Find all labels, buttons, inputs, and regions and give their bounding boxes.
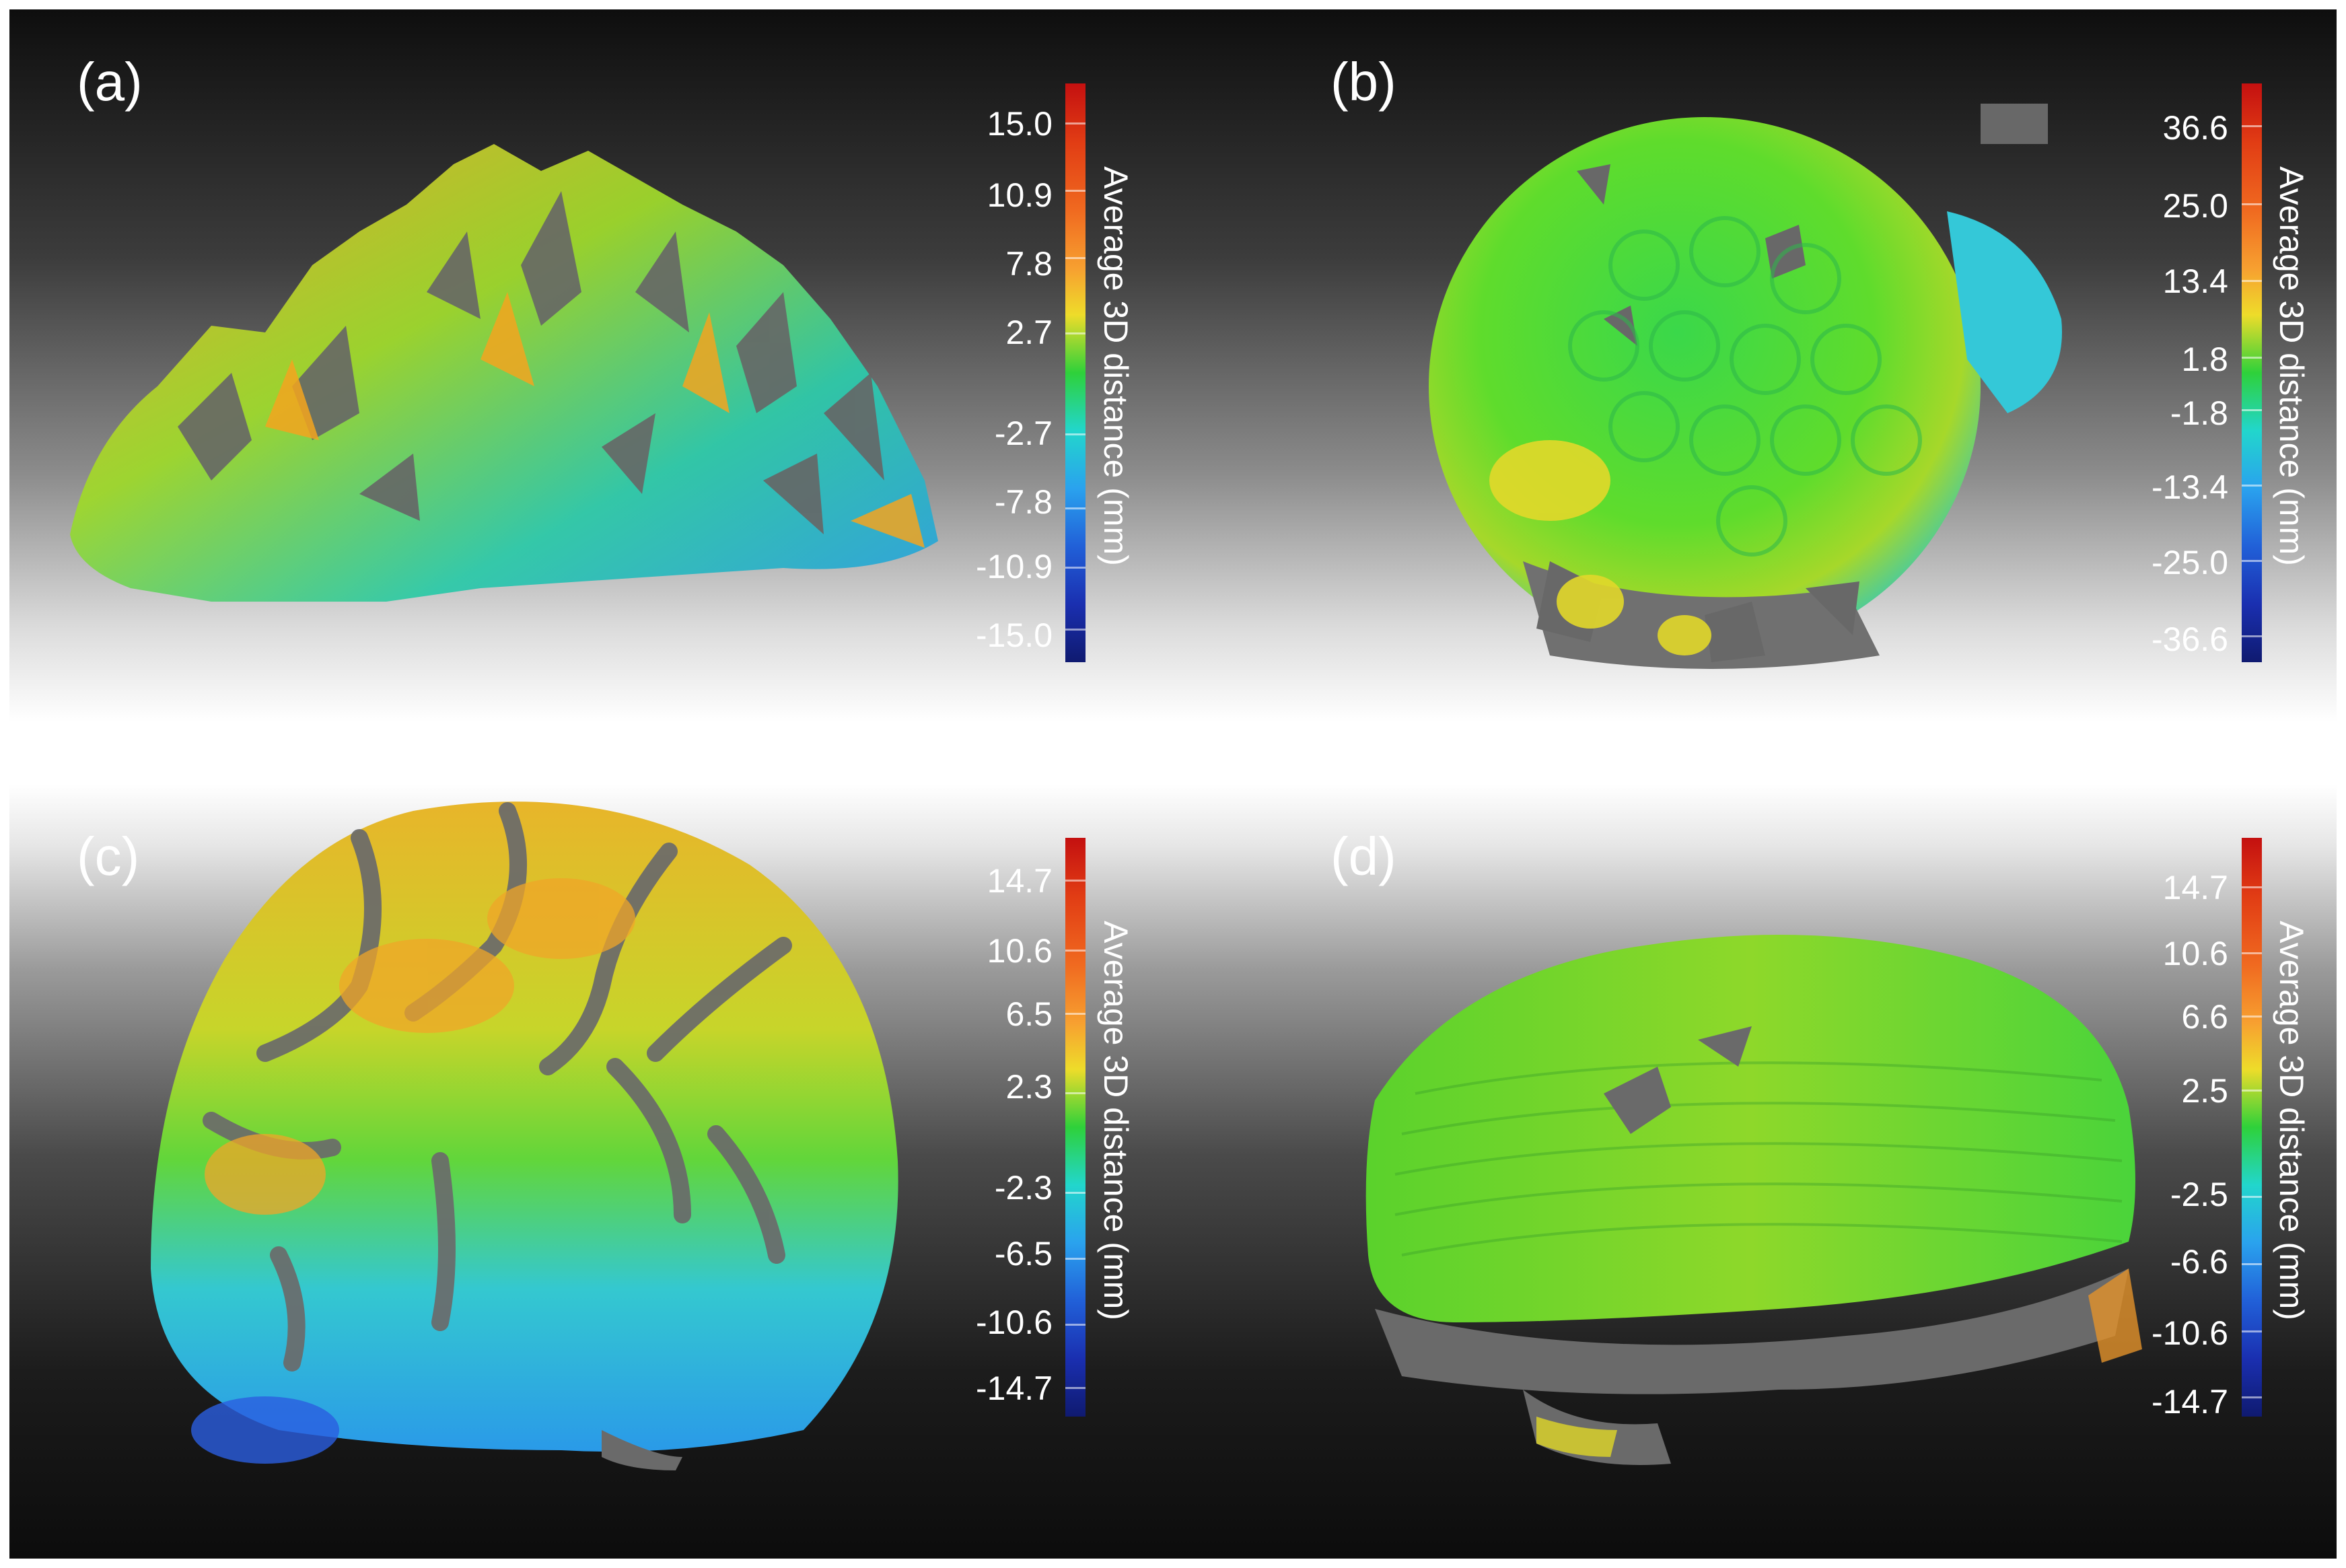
scale-tick bbox=[2242, 886, 2262, 888]
panel-label: (d) bbox=[1330, 826, 1396, 886]
scale-title: Average 3D distance (mm) bbox=[1097, 166, 1135, 566]
scale-tick-label: 14.7 bbox=[987, 862, 1053, 900]
scale-tick-label: 36.6 bbox=[2162, 109, 2228, 147]
scale-tick-label: 13.4 bbox=[2162, 262, 2228, 300]
scale-tick bbox=[2242, 125, 2262, 127]
scale-tick bbox=[1065, 1324, 1086, 1326]
scale-tick bbox=[2242, 635, 2262, 637]
scale-tick-label: -2.7 bbox=[994, 415, 1053, 452]
scale-tick-label: -36.6 bbox=[2152, 620, 2228, 658]
figure-frame: (a) 15.0 10.9 7.8 2.7 -2.7 -7.8 -10.9 -1… bbox=[9, 9, 2337, 1559]
coral-model-a bbox=[70, 144, 938, 602]
panel-c: (c) 14.7 10.6 6.5 2.3 -2.3 -6.5 -10.6 -1… bbox=[9, 784, 1173, 1559]
scale-tick-label: -10.9 bbox=[976, 548, 1053, 585]
scale-tick bbox=[1065, 507, 1086, 509]
scale-tick-label: -14.7 bbox=[2152, 1383, 2228, 1421]
panel-label: (c) bbox=[77, 826, 140, 886]
scale-tick bbox=[1065, 1387, 1086, 1389]
scale-tick-label: 10.6 bbox=[987, 932, 1053, 970]
scale-tick bbox=[2242, 952, 2262, 954]
scale-tick-label: 6.6 bbox=[2181, 998, 2228, 1036]
scale-tick-label: -13.4 bbox=[2152, 468, 2228, 506]
scale-tick bbox=[1065, 433, 1086, 435]
scale-tick bbox=[2242, 357, 2262, 359]
color-scale-bar bbox=[2242, 838, 2262, 1417]
scale-tick-label: -6.5 bbox=[994, 1235, 1053, 1273]
coral-model-b bbox=[1429, 104, 2062, 669]
scale-tick-label: -2.3 bbox=[994, 1169, 1053, 1207]
scale-tick-label: -10.6 bbox=[2152, 1314, 2228, 1352]
color-scale: 15.0 10.9 7.8 2.7 -2.7 -7.8 -10.9 -15.0 … bbox=[952, 83, 1153, 662]
scale-tick-label: 1.8 bbox=[2181, 341, 2228, 378]
scale-tick-label: -10.6 bbox=[976, 1304, 1053, 1341]
scale-title: Average 3D distance (mm) bbox=[1097, 921, 1135, 1320]
scale-tick-label: 10.9 bbox=[987, 176, 1053, 214]
scale-tick bbox=[1065, 122, 1086, 124]
panel-d: (d) 14.7 10.6 6.6 2.5 -2.5 -6.6 -10.6 -1… bbox=[1173, 784, 2337, 1559]
panel-b: (b) 36.6 25.0 13.4 1.8 -1.8 -13.4 -25.0 … bbox=[1173, 9, 2337, 784]
scale-tick-label: -1.8 bbox=[2170, 394, 2228, 432]
scale-tick bbox=[1065, 190, 1086, 192]
scale-tick bbox=[1065, 1192, 1086, 1194]
scale-tick bbox=[2242, 485, 2262, 487]
scale-tick bbox=[2242, 1196, 2262, 1198]
coral-model-d bbox=[1365, 935, 2142, 1465]
scale-tick bbox=[2242, 1396, 2262, 1398]
scale-title: Average 3D distance (mm) bbox=[2273, 166, 2310, 566]
scale-tick bbox=[1065, 1092, 1086, 1094]
panel-label: (a) bbox=[77, 52, 143, 112]
color-scale-bar bbox=[1065, 83, 1086, 662]
color-scale: 14.7 10.6 6.5 2.3 -2.3 -6.5 -10.6 -14.7 … bbox=[952, 838, 1153, 1417]
scale-tick-label: -6.6 bbox=[2170, 1243, 2228, 1281]
scale-tick bbox=[1065, 332, 1086, 334]
scale-tick bbox=[2242, 1015, 2262, 1018]
scale-tick bbox=[1065, 950, 1086, 952]
scale-tick bbox=[1065, 880, 1086, 882]
scale-tick bbox=[2242, 203, 2262, 205]
color-scale: 14.7 10.6 6.6 2.5 -2.5 -6.6 -10.6 -14.7 … bbox=[2152, 838, 2337, 1419]
scale-tick-label: 25.0 bbox=[2162, 187, 2228, 225]
color-scale-bar bbox=[2242, 83, 2262, 662]
coral-model-c bbox=[151, 801, 898, 1470]
scale-title: Average 3D distance (mm) bbox=[2273, 921, 2310, 1320]
scale-tick-label: 7.8 bbox=[1005, 245, 1053, 283]
panel-label: (b) bbox=[1330, 52, 1396, 112]
scale-tick-label: -14.7 bbox=[976, 1369, 1053, 1407]
scale-tick bbox=[2242, 1330, 2262, 1332]
scale-tick bbox=[2242, 560, 2262, 562]
scale-tick-label: 2.3 bbox=[1005, 1068, 1053, 1106]
scale-tick bbox=[1065, 1013, 1086, 1015]
panel-a: (a) 15.0 10.9 7.8 2.7 -2.7 -7.8 -10.9 -1… bbox=[9, 9, 1173, 784]
scale-tick bbox=[2242, 1263, 2262, 1265]
scale-tick-label: 10.6 bbox=[2162, 935, 2228, 972]
scale-tick bbox=[2242, 280, 2262, 282]
scale-tick bbox=[1065, 1258, 1086, 1260]
scale-tick-label: 2.7 bbox=[1005, 314, 1053, 351]
scale-tick-label: -7.8 bbox=[994, 483, 1053, 521]
scale-tick-label: -2.5 bbox=[2170, 1176, 2228, 1213]
scale-tick-label: 2.5 bbox=[2181, 1072, 2228, 1110]
scale-tick-label: 15.0 bbox=[987, 105, 1053, 143]
scale-tick bbox=[2242, 409, 2262, 411]
scale-tick bbox=[1065, 629, 1086, 631]
scale-tick-label: -15.0 bbox=[976, 616, 1053, 654]
scale-tick-label: 6.5 bbox=[1005, 995, 1053, 1033]
scale-tick-label: -25.0 bbox=[2152, 544, 2228, 581]
scale-tick bbox=[2242, 1090, 2262, 1092]
scale-tick bbox=[1065, 567, 1086, 569]
scale-tick-label: 14.7 bbox=[2162, 869, 2228, 906]
color-scale-bar bbox=[1065, 838, 1086, 1417]
scale-tick bbox=[1065, 257, 1086, 259]
color-scale: 36.6 25.0 13.4 1.8 -1.8 -13.4 -25.0 -36.… bbox=[2152, 83, 2337, 662]
